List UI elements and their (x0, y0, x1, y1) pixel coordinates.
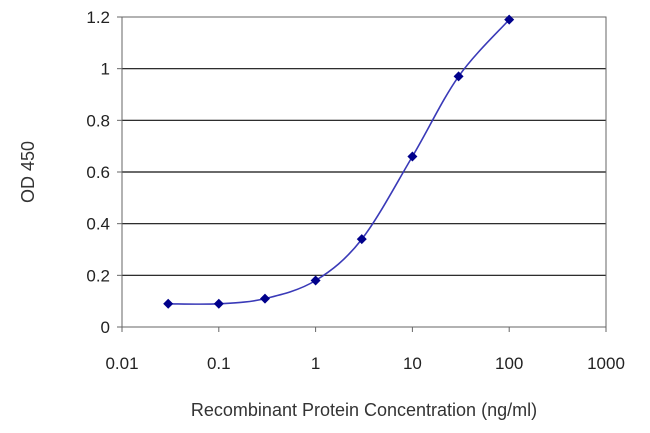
y-tick-label: 0 (101, 318, 110, 337)
data-point-marker (453, 71, 464, 82)
x-tick-label: 1 (311, 354, 320, 373)
y-tick-label: 1.2 (86, 8, 110, 27)
grid-lines (122, 68, 606, 276)
y-axis: 0 0.2 0.4 0.6 0.8 1 1.2 (86, 8, 122, 337)
x-axis-title: Recombinant Protein Concentration (ng/ml… (191, 400, 537, 420)
x-tick-label: 0.1 (207, 354, 231, 373)
y-axis-title: OD 450 (18, 141, 38, 203)
series-line (168, 19, 510, 305)
x-tick-label: 0.01 (105, 354, 138, 373)
data-point-marker (407, 151, 418, 162)
data-point-marker (504, 14, 515, 25)
data-point-marker (356, 234, 367, 245)
x-axis: 0.01 0.1 1 10 100 1000 (105, 327, 625, 373)
data-point-marker (213, 298, 224, 309)
x-tick-label: 1000 (587, 354, 625, 373)
y-tick-label: 0.2 (86, 266, 110, 285)
y-tick-label: 0.8 (86, 111, 110, 130)
x-tick-label: 100 (495, 354, 523, 373)
data-points (163, 14, 515, 309)
y-tick-label: 0.4 (86, 215, 110, 234)
y-tick-label: 1 (101, 60, 110, 79)
data-point-marker (310, 275, 321, 286)
y-tick-label: 0.6 (86, 163, 110, 182)
data-point-marker (163, 298, 174, 309)
x-tick-label: 10 (403, 354, 422, 373)
data-point-marker (259, 293, 270, 304)
